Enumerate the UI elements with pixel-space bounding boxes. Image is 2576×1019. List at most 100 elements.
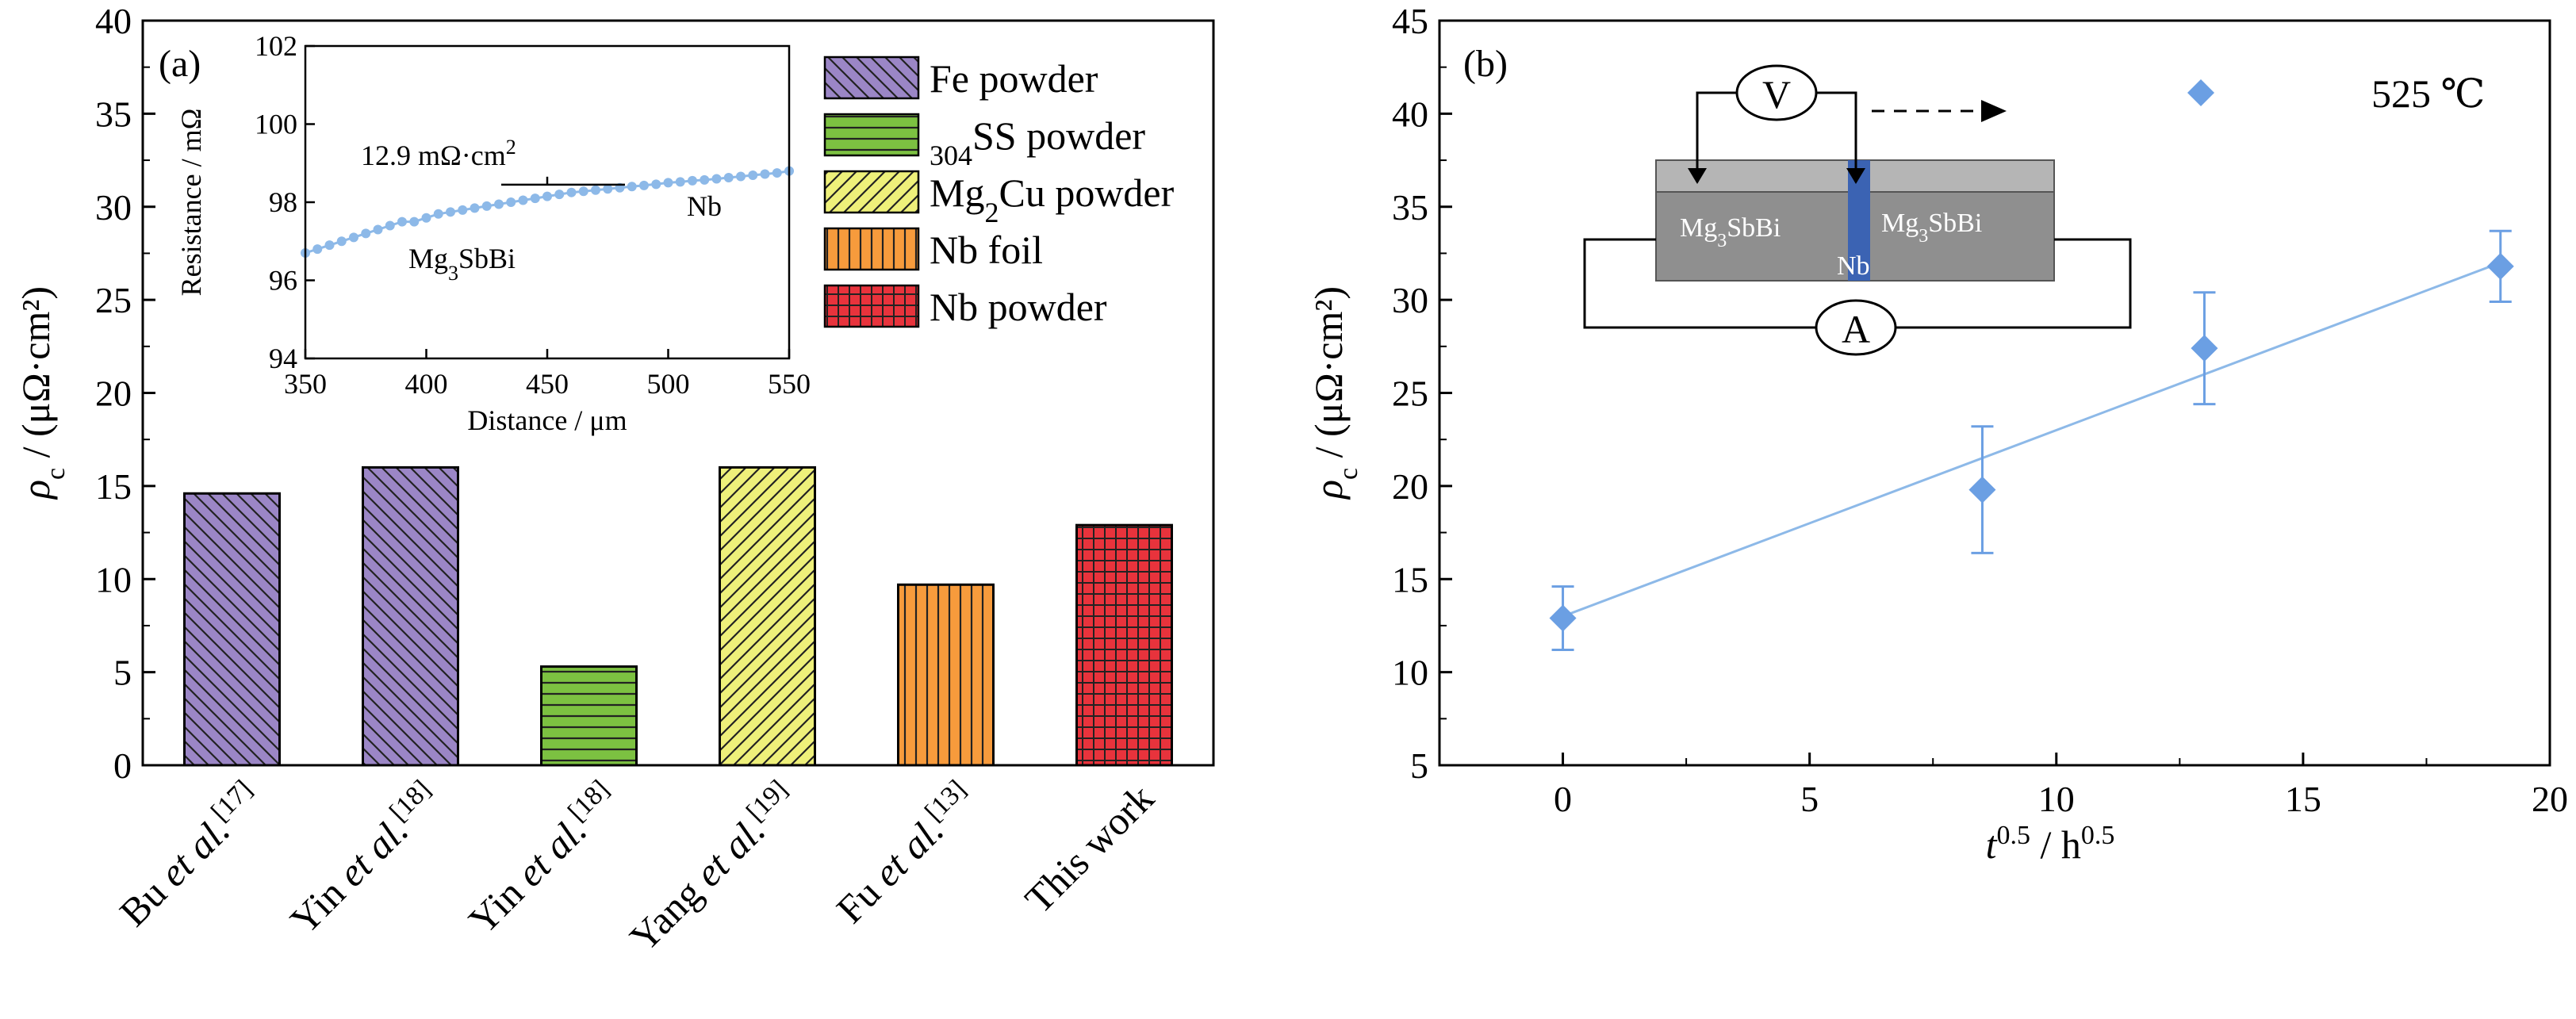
inset-data-point <box>506 197 516 207</box>
voltmeter-symbol <box>1735 64 1818 121</box>
inset-data-point <box>349 232 358 243</box>
x-tick-label: 20 <box>2532 779 2568 819</box>
legend-swatch <box>823 56 920 100</box>
inset-x-axis-label: Distance / μm <box>467 404 627 436</box>
inset-axis-ticks: 350 400 450 500 550 94 96 98 100 102 <box>255 30 811 400</box>
arrow-head <box>1981 100 2007 122</box>
inset-x-tick-label: 500 <box>647 368 690 400</box>
inset-data-point <box>542 191 552 201</box>
right-material-label: Nb <box>687 190 722 222</box>
y-tick-label: 15 <box>95 466 132 507</box>
legend-label: Nb powder <box>930 285 1107 329</box>
probe-arrow <box>1846 168 1865 184</box>
bar-group <box>183 465 1173 767</box>
y-axis-label: ρc / (μΩ·cm²) <box>13 286 71 500</box>
inset-data-point <box>421 213 431 223</box>
bar <box>362 465 459 767</box>
y-tick-label: 40 <box>95 1 132 41</box>
bar-chart-panel-a: 0 5 10 15 20 25 30 35 40 (a) ρc / (μΩ·cm²) Bu et… <box>13 1 1215 960</box>
inset-data-point <box>373 224 383 235</box>
inset-data-point <box>651 179 661 190</box>
scatter-chart-panel-b: 5 10 15 20 25 30 35 40 45 0 5 10 15 20 (b) ρc / (μΩ·c… <box>1306 1 2568 867</box>
x-tick-label: 5 <box>1800 779 1819 819</box>
inset-y-tick-label: 100 <box>255 109 297 140</box>
y-tick-label: 25 <box>1392 374 1428 414</box>
x-category-label: Yin et al.[18] <box>280 774 448 942</box>
bar <box>897 583 995 767</box>
inset-data-point <box>361 228 371 239</box>
y-axis-ticks: 0 5 10 15 20 25 30 35 40 <box>95 1 155 786</box>
step-annotation: 12.9 mΩ·cm2 <box>361 136 516 172</box>
y-tick-label: 30 <box>1392 280 1428 320</box>
inset-y-tick-label: 98 <box>269 186 297 218</box>
y-tick-label: 5 <box>1410 745 1428 786</box>
y-axis-label: ρc / (μΩ·cm²) <box>1306 286 1363 500</box>
inset-y-tick-label: 102 <box>255 30 297 62</box>
x-category-label: Fu et al.[13] <box>826 774 983 931</box>
legend-label: Mg2Cu powder <box>930 170 1175 228</box>
probe-arrow <box>1688 168 1707 184</box>
bar <box>719 465 816 767</box>
x-tick-label: 0 <box>1554 779 1572 819</box>
right-block-label: Mg3SbBi <box>1881 209 1982 247</box>
inset-data-point <box>591 185 600 195</box>
inset-x-tick-label: 400 <box>405 368 448 400</box>
inset-data-point <box>772 168 782 178</box>
inset-data-point <box>603 184 613 194</box>
x-category-label: This work <box>1016 776 1162 921</box>
ammeter-label: A <box>1842 307 1870 351</box>
legend-label: 304SS powder <box>930 113 1145 171</box>
data-point <box>2486 252 2514 280</box>
y-tick-label: 30 <box>95 187 132 228</box>
legend-label: 525 ℃ <box>2371 71 2485 116</box>
inset-data-point <box>566 187 577 197</box>
legend-marker <box>2187 79 2214 106</box>
legend-swatch <box>823 227 920 271</box>
x-tick-label: 10 <box>2038 779 2075 819</box>
inset-data-point <box>530 193 540 204</box>
bar <box>1075 523 1173 767</box>
x-axis-category-labels: Bu et al.[17]Yin et al.[18]Yin et al.[18… <box>109 774 1162 960</box>
left-block-label: Mg3SbBi <box>1680 213 1781 251</box>
data-series <box>1549 229 2514 651</box>
inset-data-point <box>663 178 673 188</box>
ammeter-wires <box>1583 238 2132 329</box>
inset-data-point <box>736 171 746 182</box>
inset-data-point <box>554 190 565 200</box>
inset-data-point <box>481 201 492 211</box>
inset-data-point <box>639 180 649 190</box>
x-category-label: Bu et al.[17] <box>109 774 270 934</box>
inset-data-point <box>518 195 528 205</box>
legend-swatch <box>823 113 920 157</box>
y-tick-label: 40 <box>1392 94 1428 134</box>
voltmeter-label: V <box>1762 72 1791 117</box>
inset-data-point <box>324 240 335 251</box>
x-category-label: Yang et al.[19] <box>619 774 805 960</box>
legend-label: Fe powder <box>930 56 1098 101</box>
inset-data-point <box>723 172 734 182</box>
inset-data-point <box>385 220 395 231</box>
x-category-label: Yin et al.[18] <box>458 774 627 942</box>
y-tick-label: 10 <box>1392 653 1428 693</box>
panel-label: (b) <box>1463 43 1508 85</box>
inset-data-point <box>470 203 480 213</box>
voltmeter-wires <box>1696 91 1857 182</box>
inset-data-point <box>675 177 685 187</box>
inset-data-point <box>409 216 420 227</box>
plot-frame <box>141 19 1215 767</box>
axis-ticks: 5 10 15 20 25 30 35 40 45 0 5 10 15 20 <box>1392 1 2568 819</box>
legend-swatch <box>823 284 920 328</box>
inset-frame <box>304 44 791 360</box>
legend: 525 ℃ <box>2187 71 2485 116</box>
nb-label: Nb <box>1837 251 1870 281</box>
inset-annotations: 12.9 mΩ·cm2 Mg3SbBi Nb <box>361 136 722 285</box>
inset-x-tick-label: 450 <box>526 368 569 400</box>
inset-x-tick-label: 350 <box>284 368 327 400</box>
y-tick-label: 45 <box>1392 1 1428 41</box>
inset-data-point <box>336 236 347 247</box>
y-tick-label: 5 <box>113 653 132 693</box>
y-tick-label: 20 <box>95 374 132 414</box>
y-tick-label: 25 <box>95 280 132 320</box>
inset-data-point <box>433 209 443 219</box>
